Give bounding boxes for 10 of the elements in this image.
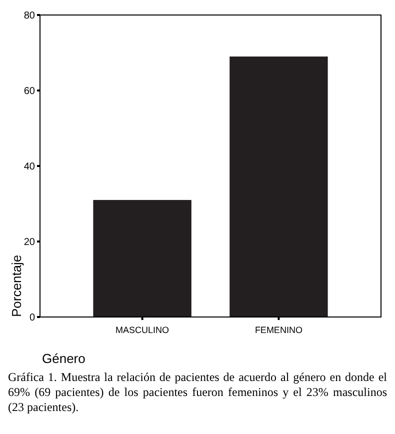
x-tick-label: FEMENINO xyxy=(254,325,302,335)
y-axis-title: Porcentaje xyxy=(9,254,24,317)
y-tick-label: 80 xyxy=(24,10,36,22)
y-tick-label: 20 xyxy=(24,237,36,248)
text: Gráfica 1. Muestra la relación de pacientes de acuerdo al género en donde el 69% (69 pacientes) de los pacientes fueron femeninos y el 23% masculinos (23 pacientes). xyxy=(8,370,387,415)
y-tick-label: 40 xyxy=(24,162,36,172)
y-tick-label: 0 xyxy=(29,312,36,324)
x-axis-title: Género xyxy=(42,351,86,366)
y-tick-label: 60 xyxy=(24,86,36,97)
x-tick-label: MASCULINO xyxy=(116,325,170,335)
